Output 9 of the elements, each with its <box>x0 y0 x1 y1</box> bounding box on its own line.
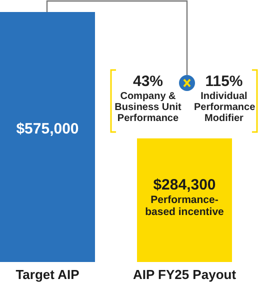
annotation: Performance-based incentive <box>144 194 225 218</box>
annotation: 43% <box>132 73 164 90</box>
annotation: Individual Performance Modifier <box>194 91 256 124</box>
annotation: 115% <box>204 73 244 90</box>
x-tick-label: AIP FY25 Payout <box>132 267 237 282</box>
data-label: $284,300 <box>153 176 216 194</box>
data-label: $575,000 <box>16 120 79 138</box>
x-tick-label: Target AIP <box>16 267 80 282</box>
annotation: Company & Business Unit Performance <box>114 91 182 124</box>
